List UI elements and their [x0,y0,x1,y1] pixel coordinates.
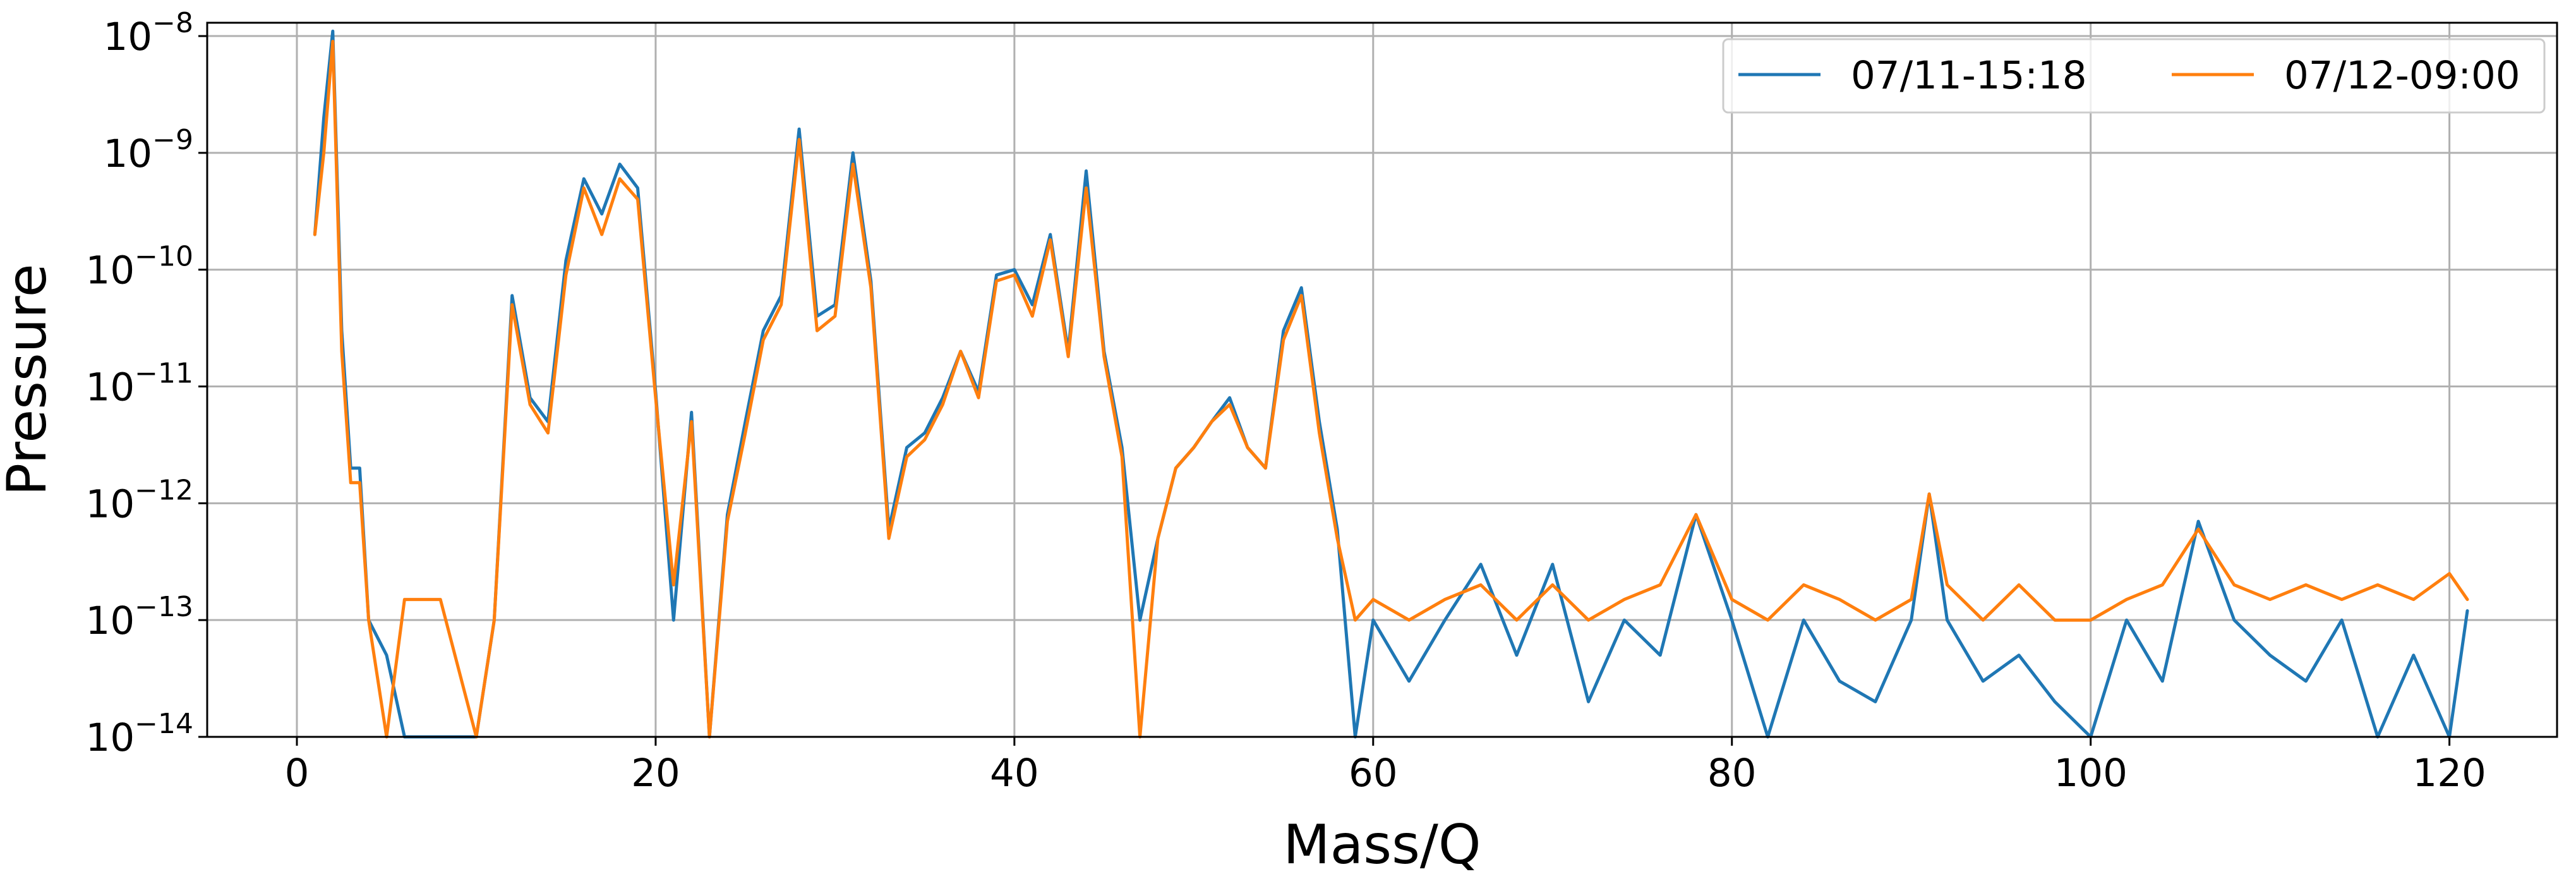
x-axis-label: Mass/Q [1283,813,1481,874]
legend-label-series-2: 07/12-09:00 [2284,53,2520,98]
x-tick-label: 40 [990,751,1039,796]
x-tick-label: 100 [2054,751,2127,796]
x-tick-label: 0 [285,751,310,796]
y-tick-label: 10−11 [86,358,193,410]
y-axis-label: Pressure [0,264,59,495]
series-layer [313,29,2469,739]
x-axis: 0 20 40 60 80 100 120 [285,737,2486,796]
x-tick-label: 60 [1349,751,1398,796]
plot-frame [206,21,2558,738]
y-axis: 10−14 10−13 10−12 10−11 10−10 10−9 10−8 [86,7,207,760]
y-tick-label: 10−12 [86,474,193,526]
y-tick-label: 10−13 [86,591,193,643]
series-line-2 [313,40,2469,739]
legend-label-series-1: 07/11-15:18 [1851,53,2087,98]
grid-layer [207,23,2557,738]
y-tick-label: 10−9 [104,124,194,176]
x-tick-label: 20 [631,751,680,796]
x-tick-label: 120 [2412,751,2486,796]
series-line-1 [313,29,2469,739]
legend: 07/11-15:18 07/12-09:00 [1722,38,2546,114]
legend-box [1722,38,2546,114]
x-tick-label: 80 [1707,751,1757,796]
y-tick-label: 10−10 [86,241,193,293]
y-tick-label: 10−14 [86,708,193,760]
y-tick-label: 10−8 [104,7,194,59]
